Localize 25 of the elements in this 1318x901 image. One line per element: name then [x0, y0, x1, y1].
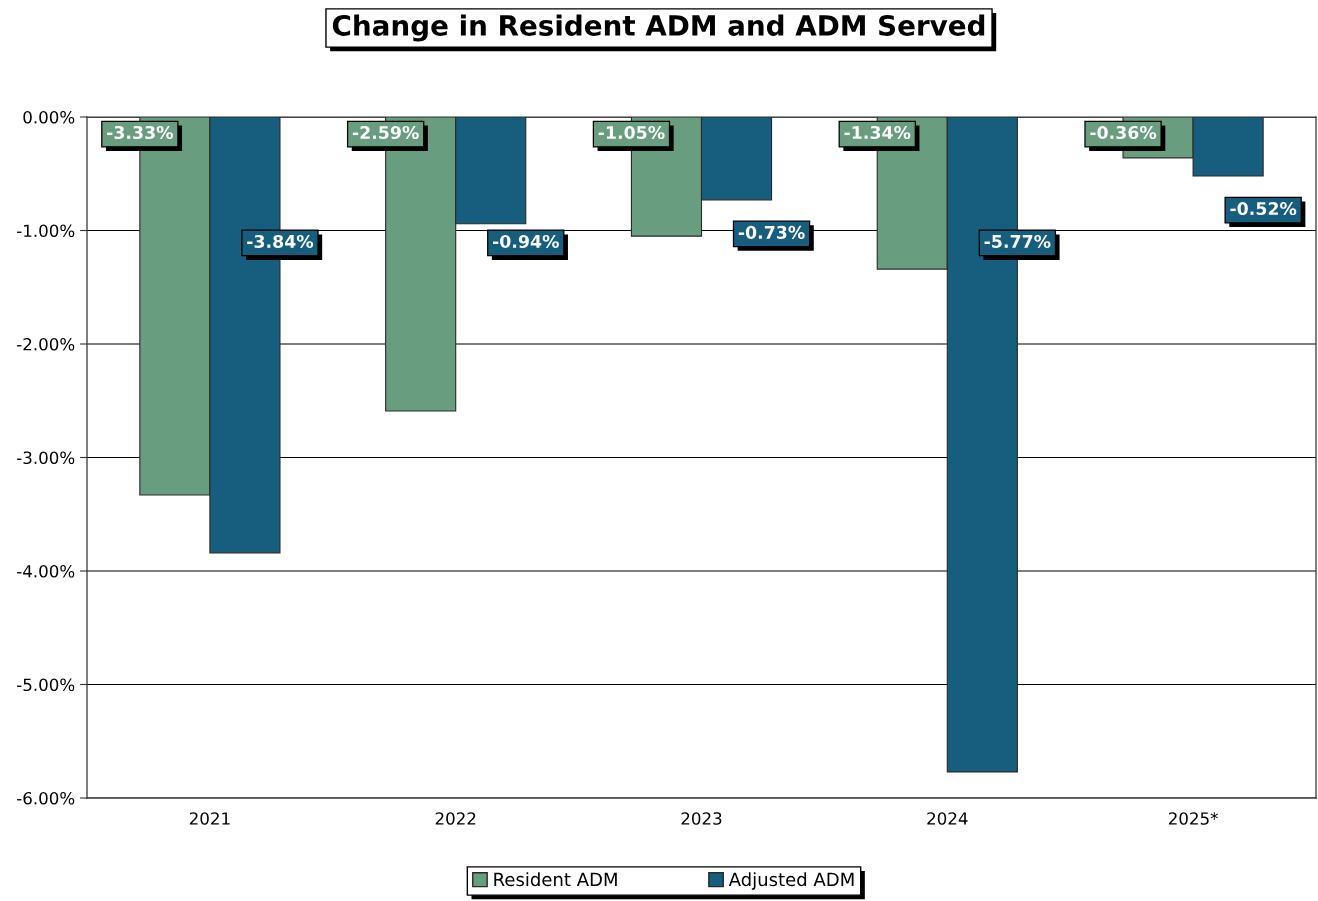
y-tick-label: -3.00%	[17, 451, 75, 465]
y-tick-label: -6.00%	[17, 791, 75, 805]
legend-label: Resident ADM	[494, 872, 617, 887]
data-label: -3.84%	[247, 234, 314, 249]
y-tick-label: -4.00%	[17, 564, 75, 578]
x-tick-label: 2023	[681, 812, 722, 825]
data-label: -1.34%	[844, 125, 911, 140]
x-tick-label: 2024	[927, 812, 968, 825]
y-tick-label: -1.00%	[17, 224, 75, 238]
y-tick-label: 0.00%	[23, 110, 75, 124]
y-tick-label: -2.00%	[17, 337, 75, 351]
data-label: -1.05%	[598, 125, 665, 140]
legend-label: Adjusted ADM	[728, 872, 854, 890]
x-tick-label: 2022	[435, 812, 476, 825]
data-label: -5.77%	[984, 234, 1051, 249]
data-label: -0.52%	[1230, 201, 1297, 216]
data-label: -0.94%	[492, 234, 559, 249]
data-label: -3.33%	[107, 125, 174, 140]
x-tick-label: 2021	[189, 812, 230, 825]
data-label: -2.59%	[352, 125, 419, 140]
chart-title: Change in Resident ADM and ADM Served	[332, 14, 985, 42]
y-tick-label: -5.00%	[17, 678, 75, 692]
x-tick-label: 2025*	[1168, 812, 1218, 825]
data-label: -0.73%	[738, 225, 805, 239]
data-label: -0.36%	[1090, 125, 1157, 140]
